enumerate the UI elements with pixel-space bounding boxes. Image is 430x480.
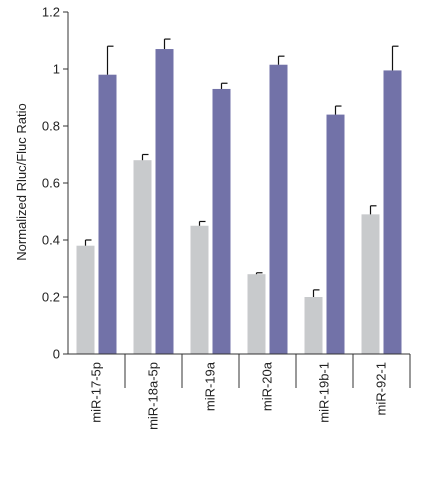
- bar: [98, 74, 117, 354]
- y-tick-label: 0.2: [42, 290, 60, 305]
- y-tick-label: 1: [53, 62, 60, 77]
- axes: [67, 12, 410, 355]
- y-axis-title-group: Normalized Rluc/Fluc Ratio: [14, 103, 29, 261]
- category-label: miR-19b-1: [317, 362, 332, 423]
- bar: [361, 214, 380, 354]
- bar: [133, 160, 152, 354]
- bar-series: [76, 49, 402, 355]
- category-separators: [124, 354, 411, 388]
- y-tick-label: 0.8: [42, 119, 60, 134]
- category-label: miR-18a-5p: [146, 362, 161, 430]
- y-tick-label: 0.4: [42, 233, 60, 248]
- category-label: miR-20a: [260, 361, 275, 411]
- bar: [247, 274, 266, 354]
- y-tick-label: 1.2: [42, 5, 60, 20]
- bar: [269, 64, 288, 354]
- bar: [212, 88, 231, 354]
- y-tick-label: 0: [53, 347, 60, 362]
- bar: [326, 114, 345, 354]
- category-labels: miR-17-5p miR-18a-5p miR-19a miR-20a miR-19b…: [89, 361, 389, 430]
- y-axis-title: Normalized Rluc/Fluc Ratio: [14, 103, 29, 261]
- category-label: miR-17-5p: [89, 362, 104, 423]
- bar: [190, 225, 209, 354]
- y-axis-ticks: 0 0.2 0.4 0.6 0.8 1 1.2: [42, 5, 68, 362]
- bar: [304, 297, 323, 354]
- category-label: miR-92-1: [374, 362, 389, 415]
- category-label: miR-19a: [203, 361, 218, 411]
- bar: [76, 245, 95, 354]
- y-tick-label: 0.6: [42, 176, 60, 191]
- error-bars: [84, 38, 399, 297]
- bar: [155, 49, 174, 355]
- bar: [383, 70, 402, 355]
